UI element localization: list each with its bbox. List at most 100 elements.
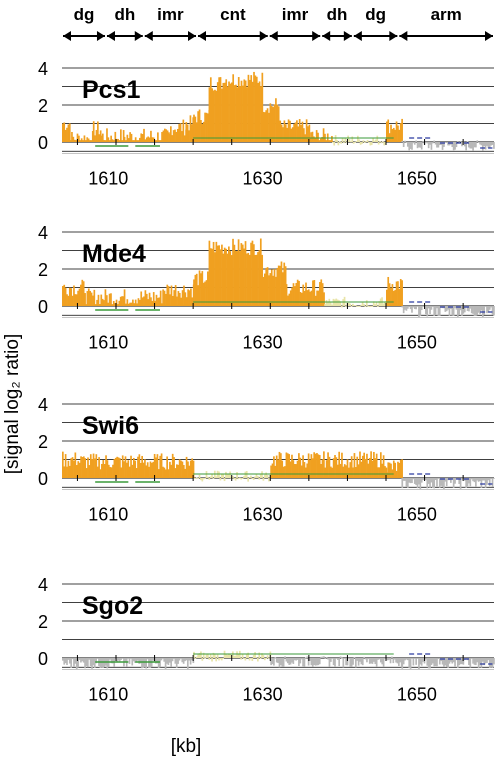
signal-bar: [291, 454, 293, 478]
signal-bar: [331, 304, 333, 306]
signal-bar: [356, 658, 359, 661]
signal-bar: [234, 478, 237, 481]
signal-bar: [97, 121, 99, 142]
signal-bar: [73, 460, 75, 478]
signal-bar: [343, 464, 346, 478]
signal-bar: [146, 462, 149, 478]
signal-bar: [68, 287, 71, 306]
signal-bar: [120, 129, 122, 142]
region-label: dh: [327, 5, 348, 24]
signal-bar: [123, 461, 125, 478]
signal-bar: [379, 141, 381, 143]
signal-bar: [433, 140, 436, 142]
signal-bar: [360, 461, 363, 478]
signal-bar: [205, 112, 208, 142]
signal-bar: [101, 298, 104, 306]
signal-bar: [81, 658, 84, 662]
signal-bar: [209, 476, 212, 478]
signal-bar: [132, 457, 135, 478]
signal-bar: [491, 478, 494, 487]
signal-bar: [377, 306, 379, 307]
signal-bar: [287, 119, 290, 142]
signal-bar: [268, 658, 270, 659]
signal-bar: [302, 658, 304, 667]
signal-bar: [443, 658, 445, 667]
signal-bar: [343, 296, 346, 306]
signal-bar: [367, 305, 370, 307]
signal-bar: [298, 453, 300, 478]
signal-bar: [486, 142, 488, 146]
signal-bar: [393, 658, 396, 660]
signal-bar: [266, 475, 269, 478]
signal-bar: [289, 290, 292, 306]
signal-bar: [273, 658, 275, 666]
arrow-head-left-icon: [198, 31, 206, 41]
signal-bar: [271, 658, 274, 665]
signal-bar: [422, 478, 424, 481]
signal-bar: [220, 473, 223, 478]
signal-bar: [285, 452, 288, 478]
signal-bar: [100, 294, 103, 306]
signal-bar: [383, 142, 386, 146]
signal-bar: [233, 478, 236, 480]
signal-bar: [272, 107, 274, 142]
signal-bar: [475, 478, 477, 487]
signal-bar: [277, 265, 280, 306]
signal-bar: [434, 658, 437, 667]
signal-bar: [305, 282, 307, 306]
signal-bar: [271, 463, 274, 478]
signal-bar: [137, 140, 140, 142]
signal-bar: [174, 468, 177, 478]
signal-bar: [337, 142, 340, 146]
signal-bar: [390, 287, 392, 306]
signal-bar: [286, 453, 289, 478]
signal-bar: [444, 478, 447, 482]
signal-bar: [427, 658, 430, 669]
signal-bar: [189, 658, 192, 665]
signal-bar: [102, 460, 105, 478]
signal-bar: [246, 87, 248, 142]
signal-bar: [87, 457, 89, 478]
signal-bar: [205, 280, 208, 306]
signal-bar: [359, 658, 361, 662]
signal-bar: [353, 657, 356, 658]
signal-bar: [341, 657, 343, 659]
signal-bar: [77, 461, 80, 478]
signal-bar: [425, 658, 427, 660]
signal-bar: [447, 306, 449, 310]
signal-bar: [247, 652, 249, 658]
signal-bar: [227, 473, 230, 478]
signal-bar: [95, 454, 98, 478]
signal-bar: [236, 251, 239, 306]
signal-bar: [215, 476, 218, 478]
signal-bar: [67, 295, 70, 306]
x-tick-label: 1610: [88, 333, 128, 353]
signal-bar: [427, 478, 430, 484]
panel-sgo2: 0 2 4 1610 1630 1650 Sgo2: [38, 575, 495, 705]
signal-bar: [143, 128, 145, 142]
signal-bar: [202, 282, 205, 306]
signal-bar: [483, 306, 486, 315]
signal-bar: [155, 658, 157, 664]
signal-bar: [261, 653, 263, 658]
signal-bar: [465, 478, 467, 488]
signal-bar: [470, 306, 473, 314]
signal-bar: [222, 253, 225, 306]
signal-bar: [342, 466, 345, 478]
signal-bar: [455, 142, 458, 148]
signal-bar: [132, 299, 134, 306]
signal-bar: [102, 658, 104, 668]
signal-bar: [223, 247, 226, 306]
signal-bar: [185, 456, 188, 478]
signal-bar: [157, 132, 159, 142]
signal-bar: [67, 124, 70, 142]
signal-bar: [232, 651, 234, 658]
signal-bar: [165, 293, 167, 306]
signal-bar: [479, 306, 481, 315]
signal-bar: [445, 658, 448, 667]
signal-bar: [360, 658, 363, 665]
signal-bar: [331, 658, 334, 659]
signal-bar: [420, 306, 423, 311]
signal-bar: [352, 303, 354, 306]
signal-bar: [270, 658, 272, 666]
